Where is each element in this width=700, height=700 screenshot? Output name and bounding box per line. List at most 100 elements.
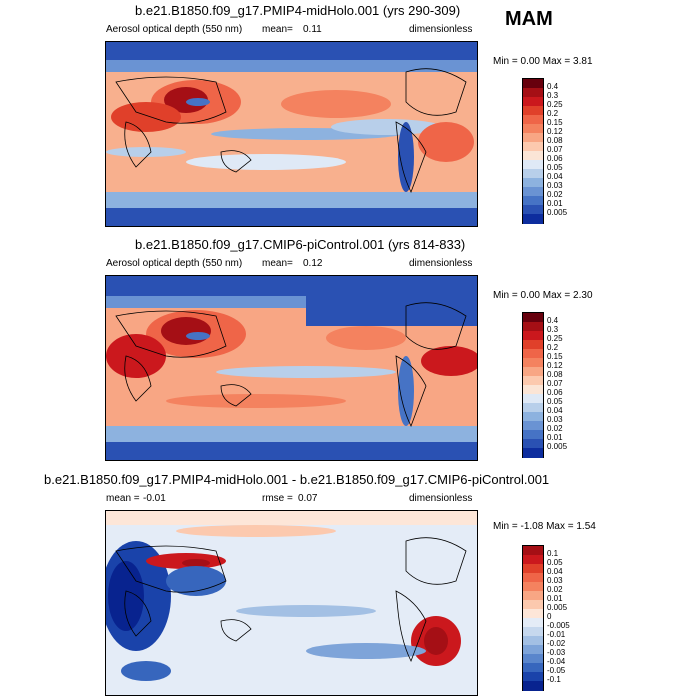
colorbar-segment bbox=[523, 421, 543, 431]
colorbar-tick-label: 0.07 bbox=[547, 145, 563, 154]
colorbar-segment bbox=[523, 133, 543, 143]
colorbar-segment bbox=[523, 412, 543, 422]
colorbar-tick-label: -0.02 bbox=[547, 639, 566, 648]
panel2-colorbar-strip bbox=[522, 312, 544, 458]
colorbar-tick-label: 0.04 bbox=[547, 567, 563, 576]
colorbar-tick-label: 0.08 bbox=[547, 136, 563, 145]
panel3-map bbox=[105, 510, 478, 696]
colorbar-segment bbox=[523, 97, 543, 107]
colorbar-tick-label: 0.1 bbox=[547, 549, 559, 558]
colorbar-tick-label: 0.02 bbox=[547, 190, 563, 199]
colorbar-segment bbox=[523, 564, 543, 574]
panel3-colorbar: 0.1 0.05 0.04 0.03 0.02 0.01 0.005 0 -0.005 -0.01… bbox=[522, 545, 602, 695]
colorbar-tick-label: 0.01 bbox=[547, 433, 563, 442]
colorbar-tick-label: 0.02 bbox=[547, 424, 563, 433]
colorbar-tick-label: 0.4 bbox=[547, 316, 559, 325]
colorbar-tick-label: -0.01 bbox=[547, 630, 566, 639]
colorbar-segment bbox=[523, 403, 543, 413]
panel1-title: b.e21.B1850.f09_g17.PMIP4-midHolo.001 (y… bbox=[135, 3, 461, 18]
colorbar-tick-label: 0.06 bbox=[547, 154, 563, 163]
colorbar-segment bbox=[523, 430, 543, 440]
colorbar-tick-label: 0.3 bbox=[547, 325, 559, 334]
panel1-variable-label: Aerosol optical depth (550 nm) bbox=[106, 24, 243, 35]
colorbar-segment bbox=[523, 573, 543, 583]
colorbar-segment bbox=[523, 600, 543, 610]
colorbar-tick-label: 0.12 bbox=[547, 127, 563, 136]
panel2-units: dimensionless bbox=[409, 258, 473, 269]
colorbar-tick-label: -0.1 bbox=[547, 675, 561, 684]
colorbar-tick-label: 0.2 bbox=[547, 343, 559, 352]
panel2-mean-label: mean= bbox=[262, 258, 293, 269]
colorbar-segment bbox=[523, 636, 543, 646]
colorbar-segment bbox=[523, 385, 543, 395]
panel2-map bbox=[105, 275, 478, 461]
season-label: MAM bbox=[505, 8, 553, 30]
colorbar-tick-label: -0.03 bbox=[547, 648, 566, 657]
colorbar-tick-label: -0.05 bbox=[547, 666, 566, 675]
colorbar-tick-label: 0.04 bbox=[547, 172, 563, 181]
colorbar-tick-label: 0.05 bbox=[547, 397, 563, 406]
colorbar-segment bbox=[523, 672, 543, 682]
colorbar-segment bbox=[523, 555, 543, 565]
colorbar-segment bbox=[523, 331, 543, 341]
colorbar-tick-label: 0.03 bbox=[547, 415, 563, 424]
panel1-map bbox=[105, 41, 478, 227]
panel1-colorbar: 0.4 0.3 0.25 0.2 0.15 0.12 0.08 0.07 0.06 0.05 0.0… bbox=[522, 78, 602, 228]
colorbar-segment bbox=[523, 645, 543, 655]
colorbar-segment bbox=[523, 358, 543, 368]
panel3-mean-label: mean = bbox=[106, 493, 140, 504]
colorbar-segment bbox=[523, 349, 543, 359]
colorbar-segment bbox=[523, 205, 543, 215]
colorbar-segment bbox=[523, 187, 543, 197]
colorbar-tick-label: 0 bbox=[547, 612, 552, 621]
colorbar-tick-label: 0.04 bbox=[547, 406, 563, 415]
colorbar-segment bbox=[523, 663, 543, 673]
panel1-mean-label: mean= bbox=[262, 24, 293, 35]
colorbar-segment bbox=[523, 88, 543, 98]
panel3-rmse-value: 0.07 bbox=[298, 493, 318, 504]
colorbar-segment bbox=[523, 448, 543, 458]
colorbar-segment bbox=[523, 618, 543, 628]
colorbar-segment bbox=[523, 681, 543, 691]
colorbar-tick-label: 0.08 bbox=[547, 370, 563, 379]
colorbar-tick-label: -0.005 bbox=[547, 621, 570, 630]
colorbar-tick-label: 0.01 bbox=[547, 199, 563, 208]
colorbar-tick-label: 0.005 bbox=[547, 442, 568, 451]
panel1-mean-value: 0.11 bbox=[303, 24, 322, 35]
colorbar-tick-label: 0.03 bbox=[547, 181, 563, 190]
colorbar-segment bbox=[523, 214, 543, 224]
panel3-colorbar-strip bbox=[522, 545, 544, 691]
panel1-units: dimensionless bbox=[409, 24, 473, 35]
panel1-colorbar-strip bbox=[522, 78, 544, 224]
colorbar-segment bbox=[523, 169, 543, 179]
panel2-title: b.e21.B1850.f09_g17.CMIP6-piControl.001 … bbox=[135, 237, 466, 252]
panel2-variable-label: Aerosol optical depth (550 nm) bbox=[106, 258, 243, 269]
panel1-minmax: Min = 0.00 Max = 3.81 bbox=[493, 56, 593, 67]
colorbar-segment bbox=[523, 546, 543, 556]
colorbar-segment bbox=[523, 313, 543, 323]
colorbar-tick-label: 0.05 bbox=[547, 163, 563, 172]
colorbar-tick-label: 0.12 bbox=[547, 361, 563, 370]
panel3-rmse-label: rmse = bbox=[262, 493, 293, 504]
panel3-units: dimensionless bbox=[409, 493, 473, 504]
colorbar-segment bbox=[523, 142, 543, 152]
colorbar-segment bbox=[523, 439, 543, 449]
colorbar-segment bbox=[523, 178, 543, 188]
panel2-minmax: Min = 0.00 Max = 2.30 bbox=[493, 290, 593, 301]
colorbar-segment bbox=[523, 124, 543, 134]
colorbar-segment bbox=[523, 367, 543, 377]
colorbar-segment bbox=[523, 196, 543, 206]
colorbar-tick-label: 0.3 bbox=[547, 91, 559, 100]
colorbar-tick-label: 0.25 bbox=[547, 334, 563, 343]
colorbar-segment bbox=[523, 654, 543, 664]
colorbar-segment bbox=[523, 591, 543, 601]
colorbar-tick-label: -0.04 bbox=[547, 657, 566, 666]
colorbar-tick-label: 0.05 bbox=[547, 558, 563, 567]
colorbar-segment bbox=[523, 151, 543, 161]
colorbar-segment bbox=[523, 609, 543, 619]
colorbar-tick-label: 0.005 bbox=[547, 603, 568, 612]
colorbar-segment bbox=[523, 340, 543, 350]
panel2-mean-value: 0.12 bbox=[303, 258, 323, 269]
colorbar-tick-label: 0.15 bbox=[547, 118, 563, 127]
colorbar-tick-label: 0.25 bbox=[547, 100, 563, 109]
